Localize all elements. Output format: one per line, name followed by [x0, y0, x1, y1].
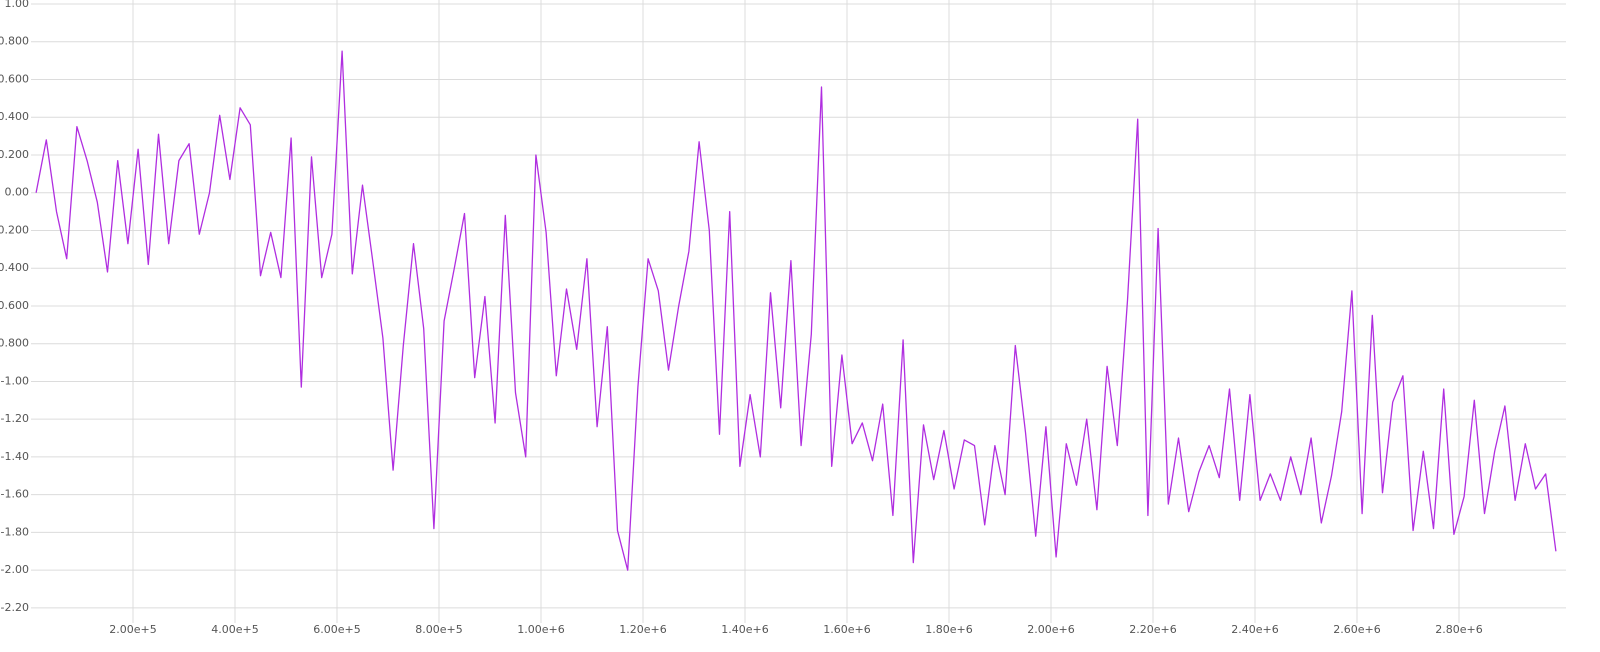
y-tick-label: -0.800 [0, 337, 29, 350]
x-tick-label: 1.40e+6 [721, 623, 768, 636]
x-tick-label: 2.00e+5 [109, 623, 156, 636]
y-tick-label: -1.40 [1, 450, 29, 463]
y-tick-label: -0.600 [0, 299, 29, 312]
y-tick-label: 0.800 [0, 35, 29, 48]
x-tick-label: 1.00e+6 [517, 623, 564, 636]
x-tick-label: 2.40e+6 [1231, 623, 1278, 636]
y-tick-label: -2.20 [1, 601, 29, 614]
x-tick-label: 1.20e+6 [619, 623, 666, 636]
x-tick-label: 1.80e+6 [925, 623, 972, 636]
x-tick-label: 2.20e+6 [1129, 623, 1176, 636]
x-tick-label: 1.60e+6 [823, 623, 870, 636]
y-tick-label: -0.200 [0, 223, 29, 236]
y-tick-label: -1.20 [1, 412, 29, 425]
y-tick-label: 0.200 [0, 148, 29, 161]
x-tick-label: 2.00e+6 [1027, 623, 1074, 636]
x-tick-label: 2.80e+6 [1435, 623, 1482, 636]
y-tick-label: 0.600 [0, 72, 29, 85]
y-tick-label: -1.00 [1, 374, 29, 387]
x-tick-label: 4.00e+5 [211, 623, 258, 636]
x-tick-label: 8.00e+5 [415, 623, 462, 636]
x-tick-label: 6.00e+5 [313, 623, 360, 636]
x-tick-label: 2.60e+6 [1333, 623, 1380, 636]
y-tick-label: 1.00 [5, 0, 30, 10]
y-tick-label: -0.400 [0, 261, 29, 274]
y-tick-label: -2.00 [1, 563, 29, 576]
y-tick-label: -1.80 [1, 525, 29, 538]
data-line [35, 50, 1557, 571]
y-tick-label: 0.00 [5, 186, 30, 199]
y-tick-label: -1.60 [1, 488, 29, 501]
y-tick-label: 0.400 [0, 110, 29, 123]
